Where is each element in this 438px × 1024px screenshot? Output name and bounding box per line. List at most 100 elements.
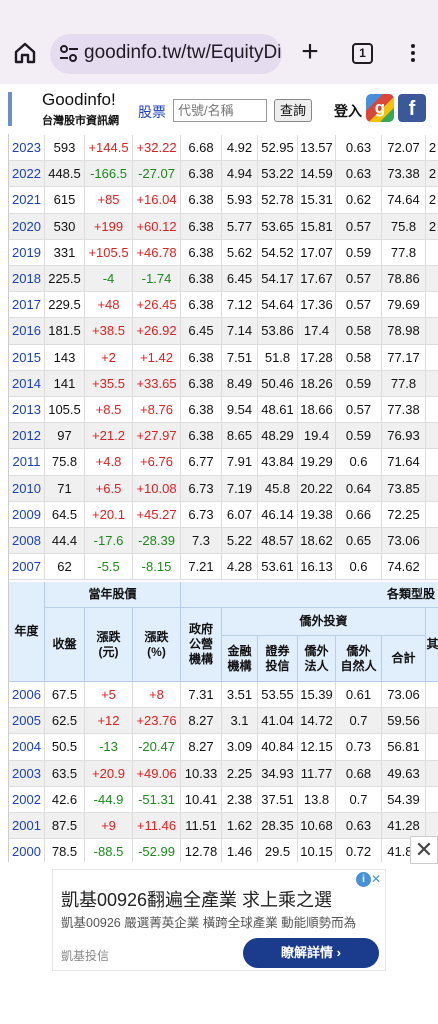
row-year[interactable]: 2016 [9,318,45,344]
row-year[interactable]: 2002 [9,786,45,812]
row-government: 8.27 [181,708,222,734]
browser-toolbar: goodinfo.tw/tw/EquityDis + 1 [0,0,438,84]
row-government: 12.78 [181,839,222,862]
ad-banner[interactable]: i ✕ 凱基00926翻遍全產業 求上乘之選 凱基00926 嚴選菁英企業 橫跨… [52,869,386,971]
row-year[interactable]: 2020 [9,213,45,239]
row-year[interactable]: 2013 [9,397,45,423]
header-price-group: 當年股價 [45,582,181,608]
table-row: 2004 50.5 -13 -20.47 8.27 3.09 40.84 12.15 0.73 5… [9,734,438,761]
header-foreign-inst: 僑外 法人 [298,636,336,682]
row-securities: 54.17 [258,266,298,292]
row-year[interactable]: 2021 [9,187,45,213]
facebook-login-icon[interactable]: f [398,94,426,122]
tab-switcher-button[interactable]: 1 [352,43,373,64]
row-close: 78.5 [45,839,85,862]
row-total: 77.38 [382,397,426,423]
row-financial: 5.22 [222,528,258,554]
row-other [426,397,438,422]
row-foreign-person: 0.73 [336,734,382,760]
row-other [426,502,438,527]
row-year[interactable]: 2009 [9,501,45,527]
row-government: 6.73 [181,501,222,527]
row-total: 77.8 [382,370,426,396]
ad-cta-button[interactable]: 瞭解詳情 › [243,938,379,968]
row-change: +20.1 [85,501,133,527]
row-government: 8.27 [181,734,222,760]
row-change-pct: +26.92 [133,318,181,344]
row-foreign-inst: 15.31 [298,187,336,213]
row-financial: 8.65 [222,423,258,449]
new-tab-icon[interactable]: + [301,35,319,68]
row-foreign-inst: 17.07 [298,239,336,265]
row-securities: 40.84 [258,734,298,760]
row-other [426,240,438,265]
row-total: 77.8 [382,239,426,265]
row-foreign-inst: 13.8 [298,786,336,812]
row-year[interactable]: 2011 [9,449,45,475]
site-settings-icon[interactable] [58,44,80,64]
row-foreign-person: 0.6 [336,449,382,475]
row-year[interactable]: 2007 [9,554,45,580]
row-foreign-person: 0.68 [336,760,382,786]
row-year[interactable]: 2000 [9,839,45,862]
row-financial: 2.38 [222,786,258,812]
query-button[interactable]: 查詢 [274,99,312,122]
row-foreign-inst: 17.28 [298,344,336,370]
row-change: +38.5 [85,318,133,344]
row-year[interactable]: 2015 [9,344,45,370]
table-row: 2017 229.5 +48 +26.45 6.38 7.12 54.64 17.36 0.57… [9,292,438,319]
row-year[interactable]: 2006 [9,682,45,708]
row-change: +2 [85,344,133,370]
close-ad-icon[interactable]: ✕ [410,836,438,864]
row-year[interactable]: 2018 [9,266,45,292]
row-financial: 4.94 [222,161,258,187]
row-total: 72.07 [382,135,426,161]
row-government: 6.38 [181,370,222,396]
row-total: 78.86 [382,266,426,292]
row-change: -17.6 [85,528,133,554]
ad-info-icon[interactable]: i [356,872,371,887]
row-securities: 45.8 [258,475,298,501]
row-year[interactable]: 2001 [9,813,45,839]
row-financial: 4.92 [222,135,258,161]
login-link[interactable]: 登入 [334,103,362,119]
row-year[interactable]: 2014 [9,370,45,396]
row-year[interactable]: 2017 [9,292,45,318]
ad-title[interactable]: 凱基00926翻遍全產業 求上乘之選 [61,890,333,910]
stock-label[interactable]: 股票 [138,104,166,120]
row-year[interactable]: 2023 [9,135,45,161]
row-year[interactable]: 2022 [9,161,45,187]
row-other [426,345,438,370]
google-login-icon[interactable]: g [366,94,394,122]
table-row: 2022 448.5 -166.5 -27.07 6.38 4.94 53.22 14.59 0… [9,161,438,188]
more-menu-icon[interactable] [404,42,422,66]
row-close: 42.6 [45,786,85,812]
row-change: +8.5 [85,397,133,423]
row-change-pct: -28.39 [133,528,181,554]
row-securities: 41.04 [258,708,298,734]
row-year[interactable]: 2003 [9,760,45,786]
row-year[interactable]: 2004 [9,734,45,760]
row-securities: 51.8 [258,344,298,370]
row-close: 593 [45,135,85,161]
row-year[interactable]: 2019 [9,239,45,265]
row-year[interactable]: 2005 [9,708,45,734]
address-bar[interactable]: goodinfo.tw/tw/EquityDis [50,34,282,74]
row-change: +199 [85,213,133,239]
row-securities: 53.61 [258,554,298,580]
stock-code-input[interactable] [173,99,267,122]
row-year[interactable]: 2008 [9,528,45,554]
row-change-pct: +26.45 [133,292,181,318]
ad-close-icon[interactable]: ✕ [371,872,382,886]
row-financial: 5.77 [222,213,258,239]
row-foreign-inst: 14.59 [298,161,336,187]
row-foreign-inst: 10.15 [298,839,336,862]
row-year[interactable]: 2012 [9,423,45,449]
row-other [426,554,438,579]
table-row: 2014 141 +35.5 +33.65 6.38 8.49 50.46 18.26 0.59… [9,370,438,397]
site-logo-title[interactable]: Goodinfo! [42,90,116,109]
row-change: +144.5 [85,135,133,161]
row-change-pct: +1.42 [133,344,181,370]
row-year[interactable]: 2010 [9,475,45,501]
home-icon[interactable] [12,40,38,66]
